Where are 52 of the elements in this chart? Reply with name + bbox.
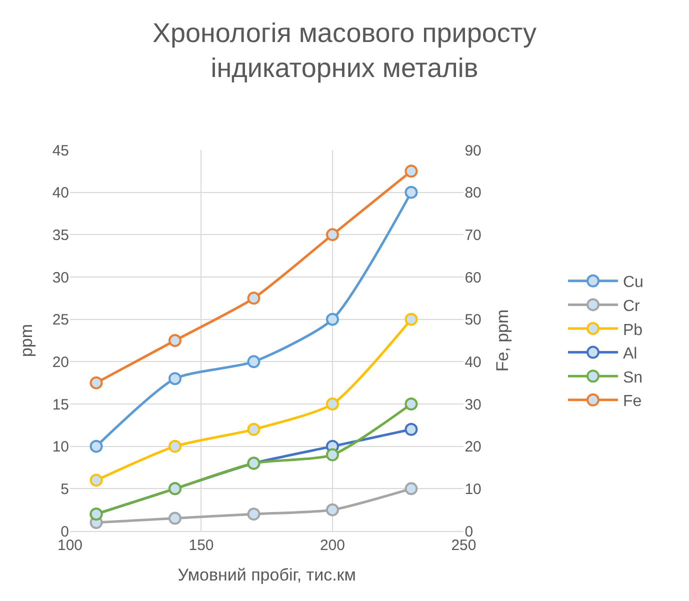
y2-tick-label: 40 — [464, 354, 482, 371]
point — [247, 292, 260, 305]
point — [90, 440, 103, 453]
legend-label: Fe — [623, 393, 642, 410]
point — [404, 164, 418, 178]
y-axis-title: ppm — [16, 324, 36, 358]
y-tick-label: 15 — [52, 396, 69, 414]
y-tick-label: 20 — [52, 354, 69, 371]
x-tick-label: 200 — [320, 537, 345, 554]
point — [404, 422, 418, 436]
legend-label: Cu — [623, 274, 644, 292]
y2-tick-label: 90 — [464, 142, 482, 160]
point — [168, 440, 182, 453]
y-tick-label: 10 — [52, 438, 69, 456]
y-tick-label: 40 — [52, 184, 69, 202]
point — [326, 312, 339, 326]
legend-label: Pb — [623, 322, 643, 339]
y-tick-label: 45 — [52, 142, 69, 160]
y2-tick-label: 50 — [464, 312, 482, 329]
point — [404, 482, 418, 496]
point — [326, 398, 339, 410]
y-tick-label: 5 — [60, 480, 69, 498]
y2-tick-label: 20 — [464, 438, 482, 456]
y2-tick-label: 70 — [464, 226, 482, 244]
y2-tick-label: 30 — [464, 396, 482, 414]
point — [168, 512, 182, 525]
point — [247, 508, 260, 521]
y-tick-label: 35 — [52, 226, 69, 244]
point — [326, 448, 339, 462]
y2-tick-label: 80 — [464, 184, 482, 202]
chart-title: Хронологія масового приросту індикаторних металів — [152, 18, 538, 84]
point — [90, 376, 103, 390]
y-tick-label: 25 — [52, 312, 69, 329]
y2-tick-label: 60 — [464, 269, 482, 286]
x-axis-title: Умовний пробіг, тис.км — [178, 565, 356, 584]
point — [168, 372, 182, 386]
y2-axis-title: Fe, ppm — [492, 309, 512, 372]
point — [247, 422, 260, 436]
point — [326, 503, 339, 516]
point — [404, 186, 418, 199]
point — [404, 312, 418, 326]
legend-label: Cr — [623, 298, 641, 315]
legend-label: Al — [623, 346, 638, 363]
point — [90, 474, 103, 487]
y2-tick-label: 10 — [464, 480, 482, 498]
point — [404, 398, 418, 410]
point — [247, 355, 260, 368]
y-tick-label: 30 — [52, 269, 69, 286]
x-tick-label: 150 — [188, 537, 214, 554]
point — [168, 334, 182, 347]
legend-label: Sn — [623, 369, 643, 386]
point — [326, 228, 339, 242]
